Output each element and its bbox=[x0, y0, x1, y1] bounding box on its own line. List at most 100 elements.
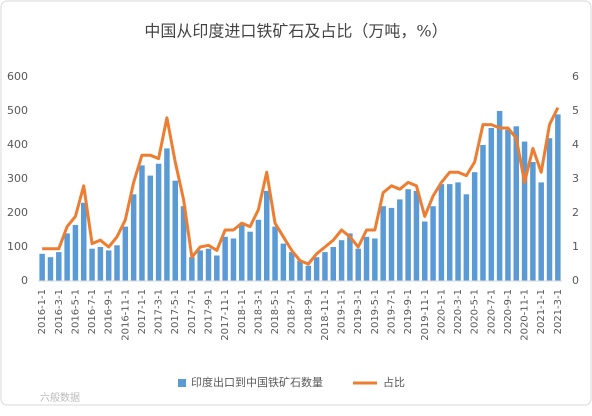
x-tick-label: 2020-11-1 bbox=[520, 289, 531, 341]
bar bbox=[255, 219, 262, 281]
chart-border bbox=[0, 0, 592, 406]
y-tick-label: 600 bbox=[7, 70, 28, 83]
x-tick-label: 2017-1-1 bbox=[137, 289, 148, 334]
bar bbox=[272, 226, 278, 281]
bar bbox=[122, 226, 129, 281]
bar bbox=[488, 128, 495, 281]
bar bbox=[521, 141, 528, 281]
x-tick-label: 2019-9-1 bbox=[403, 289, 414, 334]
y2-tick-label: 6 bbox=[572, 70, 579, 83]
bar bbox=[347, 233, 353, 281]
y-tick-label: 300 bbox=[7, 172, 28, 185]
y2-tick-label: 1 bbox=[572, 240, 579, 253]
bar bbox=[130, 194, 137, 281]
bar bbox=[338, 240, 345, 281]
bar bbox=[230, 238, 237, 281]
x-tick-label: 2020-3-1 bbox=[453, 289, 464, 334]
bar bbox=[530, 162, 536, 281]
x-tick-label: 2018-5-1 bbox=[270, 289, 281, 334]
x-tick-label: 2016-3-1 bbox=[54, 289, 65, 334]
bar bbox=[430, 206, 436, 281]
bar bbox=[363, 236, 370, 281]
bar bbox=[214, 255, 220, 281]
legend-label: 占比 bbox=[383, 375, 405, 389]
bar bbox=[505, 129, 511, 281]
bar bbox=[496, 111, 503, 281]
y2-tick-label: 0 bbox=[572, 274, 579, 287]
bar bbox=[139, 165, 145, 281]
bar bbox=[263, 190, 270, 281]
x-tick-label: 2019-11-1 bbox=[420, 289, 431, 341]
x-tick-label: 2020-9-1 bbox=[503, 289, 514, 334]
bar bbox=[480, 145, 486, 281]
bar bbox=[197, 250, 203, 281]
x-tick-label: 2020-7-1 bbox=[486, 289, 497, 334]
bar bbox=[222, 236, 228, 281]
bar bbox=[288, 252, 295, 281]
x-tick-label: 2017-5-1 bbox=[170, 289, 181, 334]
watermark: 六般数据 bbox=[40, 391, 80, 404]
bar bbox=[380, 206, 386, 281]
bar bbox=[239, 224, 245, 281]
bar bbox=[388, 207, 395, 281]
y-tick-label: 200 bbox=[7, 206, 28, 219]
bar bbox=[413, 190, 420, 281]
x-tick-label: 2021-3-1 bbox=[553, 289, 564, 334]
bar bbox=[56, 252, 62, 281]
bar bbox=[97, 247, 104, 281]
bar bbox=[180, 206, 187, 281]
bar bbox=[513, 126, 519, 281]
bar bbox=[555, 114, 561, 282]
bar bbox=[405, 189, 411, 281]
x-tick-label: 2019-3-1 bbox=[353, 289, 364, 334]
x-tick-label: 2021-1-1 bbox=[536, 289, 547, 334]
legend-swatch bbox=[178, 379, 186, 387]
x-tick-label: 2016-11-1 bbox=[120, 289, 131, 341]
bar bbox=[164, 148, 170, 281]
bar bbox=[72, 224, 79, 281]
x-tick-label: 2017-7-1 bbox=[187, 289, 198, 334]
bar bbox=[89, 248, 95, 281]
bar bbox=[81, 202, 87, 281]
legend-label: 印度出口到中国铁矿石数量 bbox=[191, 375, 323, 389]
x-tick-label: 2018-9-1 bbox=[303, 289, 314, 334]
bar bbox=[455, 182, 461, 281]
x-tick-label: 2018-3-1 bbox=[253, 289, 264, 334]
bar bbox=[147, 175, 154, 281]
bar bbox=[546, 138, 553, 281]
x-tick-label: 2016-1-1 bbox=[37, 289, 48, 334]
bar bbox=[538, 182, 544, 281]
bar bbox=[114, 245, 120, 281]
bar bbox=[64, 233, 70, 281]
x-tick-label: 2017-3-1 bbox=[154, 289, 165, 334]
x-tick-label: 2017-11-1 bbox=[220, 289, 231, 341]
x-tick-label: 2017-9-1 bbox=[204, 289, 215, 334]
x-tick-label: 2020-1-1 bbox=[436, 289, 447, 334]
bar bbox=[189, 257, 195, 281]
x-tick-label: 2016-5-1 bbox=[70, 289, 81, 334]
x-tick-label: 2019-7-1 bbox=[386, 289, 397, 334]
bar bbox=[438, 184, 445, 281]
line bbox=[42, 106, 560, 266]
bar bbox=[422, 221, 428, 281]
y-tick-label: 0 bbox=[21, 274, 28, 287]
x-tick-label: 2018-11-1 bbox=[320, 289, 331, 341]
chart-title: 中国从印度进口铁矿石及占比（万吨，%） bbox=[144, 22, 447, 41]
y-tick-label: 100 bbox=[7, 240, 28, 253]
bar bbox=[47, 257, 54, 281]
bar bbox=[446, 184, 453, 281]
y-tick-label: 400 bbox=[7, 138, 28, 151]
x-tick-label: 2018-7-1 bbox=[287, 289, 298, 334]
x-tick-label: 2016-7-1 bbox=[87, 289, 98, 334]
x-tick-label: 2020-5-1 bbox=[470, 289, 481, 334]
y2-tick-label: 3 bbox=[572, 172, 579, 185]
x-tick-label: 2016-9-1 bbox=[104, 289, 115, 334]
x-tick-label: 2019-5-1 bbox=[370, 289, 381, 334]
bar bbox=[39, 253, 45, 281]
y2-tick-label: 5 bbox=[572, 104, 579, 117]
bar bbox=[322, 252, 328, 281]
bar bbox=[463, 194, 470, 281]
bar bbox=[471, 172, 478, 281]
bar bbox=[172, 180, 178, 281]
